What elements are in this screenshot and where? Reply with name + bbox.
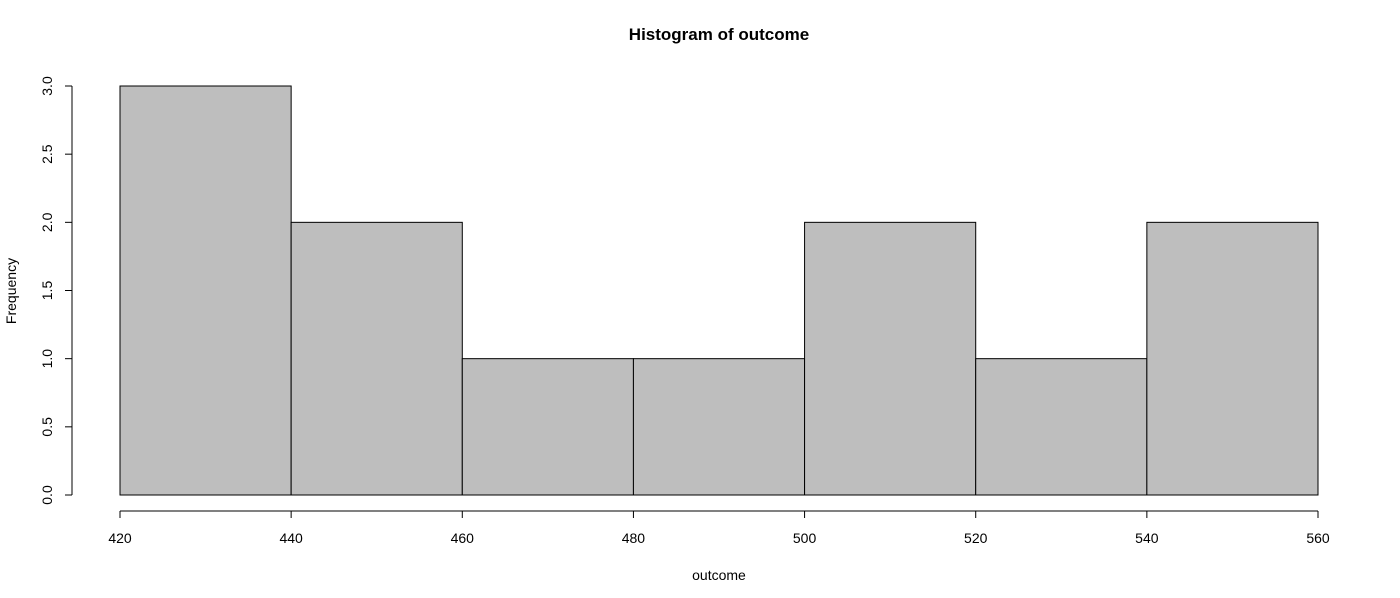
x-tick-label: 440 — [279, 530, 303, 546]
y-tick-label: 0.0 — [39, 485, 55, 505]
x-tick-label: 500 — [793, 530, 817, 546]
x-axis: 420 440 460 480 500 520 540 560 — [108, 510, 1330, 546]
histogram-bar-1 — [290, 221, 463, 496]
y-tick-label: 2.5 — [39, 144, 55, 164]
y-axis: 0.0 0.5 1.0 1.5 2.0 2.5 3.0 — [39, 76, 73, 505]
histogram-bar-4 — [804, 221, 977, 496]
y-tick-label: 2.0 — [39, 212, 55, 232]
histogram-bar-6 — [1146, 221, 1319, 496]
histogram-bar-3 — [632, 358, 806, 496]
x-axis-label: outcome — [692, 567, 746, 583]
x-tick-label: 540 — [1135, 530, 1159, 546]
histogram-bar-5 — [975, 358, 1148, 496]
y-axis-label: Frequency — [3, 258, 19, 324]
x-tick-label: 520 — [964, 530, 988, 546]
x-tick-label: 420 — [108, 530, 132, 546]
x-tick-label: 480 — [622, 530, 646, 546]
y-tick-label: 1.5 — [39, 281, 55, 301]
x-tick-label: 560 — [1306, 530, 1330, 546]
bars-group — [119, 85, 1319, 496]
y-tick-label: 1.0 — [39, 349, 55, 369]
y-tick-label: 0.5 — [39, 417, 55, 437]
y-tick-label: 3.0 — [39, 76, 55, 96]
x-tick-label: 460 — [451, 530, 475, 546]
chart-title: Histogram of outcome — [629, 25, 809, 44]
histogram-bar-0 — [119, 85, 292, 496]
histogram-bar-2 — [461, 358, 634, 496]
